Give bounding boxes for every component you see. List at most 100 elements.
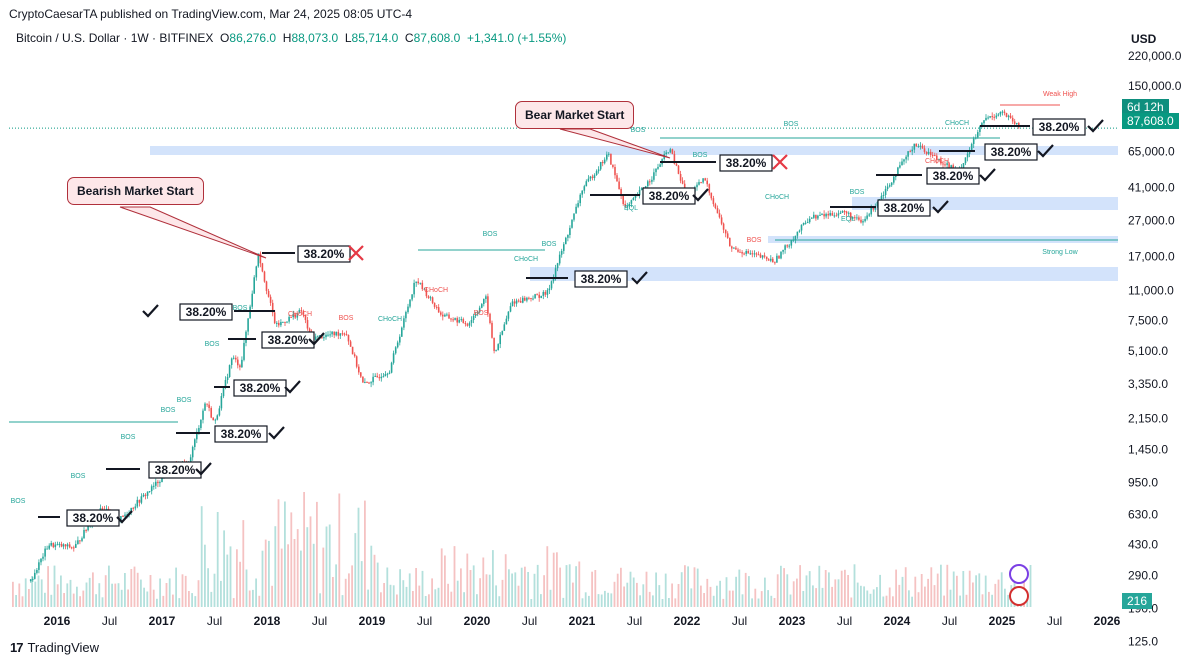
y-axis-tick: 2,150.0 [1128,412,1168,426]
volume-bar [444,555,446,607]
candle-body [474,314,477,316]
candle-body [899,165,901,168]
volume-bar [220,580,222,607]
candle-body [558,254,561,264]
volume-bar [789,594,792,607]
candle-body [341,333,344,335]
candle-body [423,288,426,290]
volume-bar [632,577,635,607]
volume-bar [479,578,481,607]
volume-bar [226,554,229,607]
structure-annotation: BOS [233,305,248,312]
volume-bar [664,573,667,607]
volume-bar [60,575,62,607]
candle-body [1001,111,1004,113]
candle-body [450,318,452,320]
volume-bar [72,593,75,607]
candle-body [556,263,559,269]
structure-annotation: BOS [121,434,136,441]
volume-bar [908,590,910,607]
volume-bar [501,579,504,607]
check-icon [308,332,325,346]
candle-body [534,294,536,299]
candle-body [249,306,251,319]
candle-body [273,312,276,324]
volume-bar [597,594,600,607]
candle-body [1007,115,1010,117]
candle-body [659,164,661,167]
volume-bar [1004,588,1006,607]
candle-body [567,235,569,238]
volume-bar [639,595,641,607]
volume-bar [917,592,920,607]
volume-bar [508,569,510,607]
volume-bar [556,552,558,607]
candle-body [81,538,83,541]
volume-bar [79,596,81,607]
candle-body [483,298,485,304]
currency-label[interactable]: USD [1131,32,1157,46]
volume-bar [476,594,478,607]
candle-body [288,316,290,322]
volume-bar [616,573,619,607]
volume-bar [434,589,437,607]
candle-body [40,558,42,563]
candle-body [897,167,899,176]
fib-label: 38.20% [73,511,114,525]
volume-bar [735,576,737,607]
candle-body [452,319,454,321]
structure-annotation: CHoCH [945,120,969,127]
volume-bar [181,574,184,607]
volume-bar [840,570,843,607]
volume-bar [18,583,21,607]
volume-bar [287,544,289,607]
volume-bar [21,596,24,607]
volume-bar [786,574,789,607]
x-axis-tick: 2025 [989,614,1016,628]
volume-bar [668,598,670,607]
candle-body [66,544,69,547]
volume-bar [376,562,379,607]
candle-body [925,151,928,154]
candle-body [345,334,348,336]
candle-body [157,481,159,484]
candle-body [230,358,233,365]
candle-body [749,253,752,255]
volume-bar [607,592,609,607]
candle-body [532,298,534,300]
footer-brand[interactable]: 17 TradingView [10,640,99,655]
candle-body [214,419,217,421]
candle-body [224,380,227,388]
candle-body [235,357,237,360]
volume-bar [930,567,933,607]
candle-body [847,212,850,214]
candle-body [634,195,637,198]
candle-body [794,235,797,240]
candle-body [987,117,989,119]
volume-bar [690,588,693,607]
candle-body [269,296,272,303]
candle-body [144,494,147,496]
volume-bar [517,585,520,607]
volume-bar [175,567,177,607]
y-axis-tick: 1,450.0 [1128,442,1168,456]
volume-bar [63,593,65,607]
candle-body [909,151,911,153]
candle-body [204,403,206,411]
volume-bar [40,579,43,607]
x-axis-tick: 2021 [569,614,596,628]
candle-body [585,181,588,187]
fib-label: 38.20% [581,272,622,286]
candle-body [716,208,719,214]
candle-body [858,217,860,220]
volume-bar [127,589,129,607]
volume-bar [117,583,120,607]
volume-bar [450,591,453,607]
volume-bar [831,586,833,607]
candle-body [415,281,417,283]
candle-body [638,190,641,196]
candle-body [530,298,532,299]
volume-bar [184,575,187,607]
candle-body [284,321,286,323]
